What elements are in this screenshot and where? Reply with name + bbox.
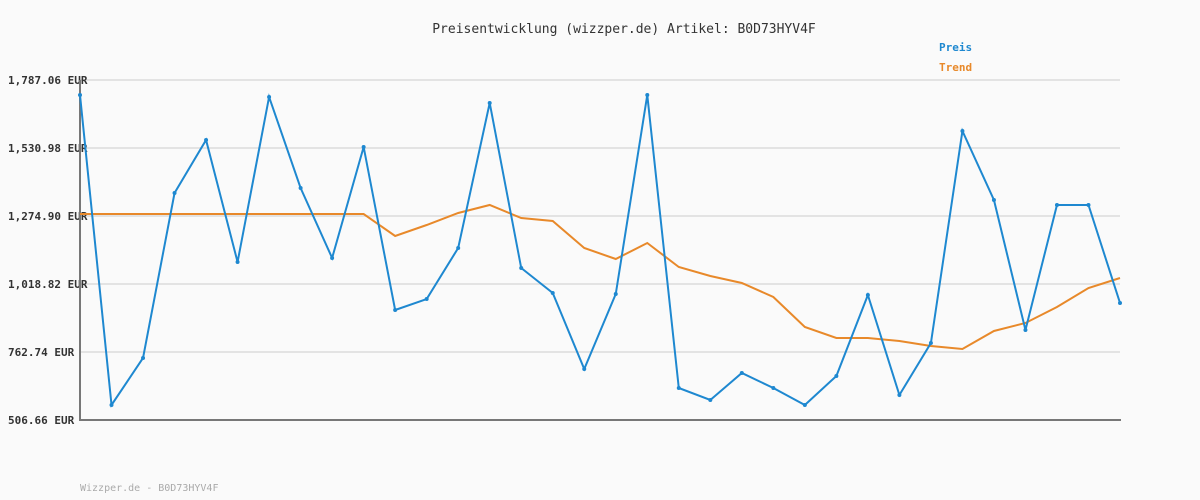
- data-point: [960, 129, 965, 133]
- data-point: [708, 397, 713, 402]
- y-tick-label: 762.74 EUR: [8, 346, 75, 359]
- data-point: [393, 308, 398, 313]
- data-point: [78, 92, 82, 97]
- data-point: [424, 297, 429, 302]
- data-point: [802, 402, 807, 407]
- data-point: [330, 255, 335, 260]
- legend-trend: Trend: [939, 61, 972, 74]
- data-point: [519, 265, 524, 270]
- footer-text: Wizzper.de - B0D73HYV4F: [80, 483, 218, 494]
- data-point: [1118, 300, 1122, 305]
- data-point: [235, 259, 240, 264]
- series-line-trend: [80, 203, 1121, 351]
- data-point: [172, 191, 177, 196]
- data-point: [1086, 202, 1091, 207]
- data-point: [991, 197, 996, 202]
- data-point: [141, 355, 146, 360]
- data-point: [298, 185, 303, 190]
- data-point: [739, 370, 744, 375]
- data-point: [897, 393, 902, 398]
- data-point: [204, 138, 209, 143]
- y-tick-label: 1,018.82 EUR: [8, 278, 88, 291]
- data-point: [928, 341, 933, 346]
- data-point: [645, 92, 650, 97]
- data-point: [487, 100, 492, 105]
- data-point: [267, 94, 272, 99]
- data-point: [613, 291, 618, 296]
- legend-preis: Preis: [939, 41, 972, 54]
- series-line-preis: [79, 93, 1121, 408]
- data-point: [1023, 327, 1028, 332]
- data-point: [456, 245, 461, 250]
- data-point: [1054, 202, 1059, 207]
- data-point: [834, 373, 839, 378]
- data-point: [771, 385, 776, 390]
- y-tick-label: 1,274.90 EUR: [8, 210, 88, 223]
- y-tick-label: 1,530.98 EUR: [8, 142, 88, 155]
- data-point: [109, 402, 114, 407]
- data-point: [582, 367, 587, 372]
- y-tick-label: 506.66 EUR: [8, 414, 75, 427]
- data-point: [676, 385, 681, 390]
- data-point: [865, 292, 870, 297]
- data-point: [361, 144, 366, 149]
- y-tick-label: 1,787.06 EUR: [8, 74, 88, 87]
- chart-title: Preisentwicklung (wizzper.de) Artikel: B…: [432, 22, 816, 37]
- data-point: [550, 290, 555, 295]
